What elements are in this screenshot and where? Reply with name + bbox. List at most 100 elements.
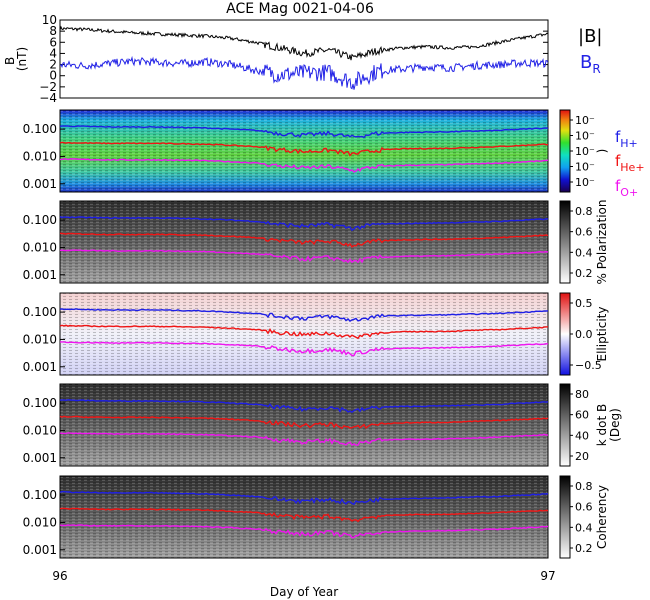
legend-f-o: fO+ <box>615 177 638 199</box>
y-tick-label: 0.100 <box>23 396 57 410</box>
mag-y-tick-label: 6 <box>49 35 57 49</box>
x-tick-96: 96 <box>52 569 67 583</box>
y-tick-label: 0.100 <box>23 213 57 227</box>
colorbar-tick-label: 10⁻ <box>575 176 595 189</box>
y-tick-label: 0.001 <box>23 360 57 374</box>
mag-ylabel-line1: B <box>3 57 17 65</box>
colorbar-tick-label: −0.5 <box>575 359 602 372</box>
gyro-line-f_o <box>59 524 549 539</box>
mag-y-tick-label: −4 <box>39 91 57 105</box>
panel-ellipticity-frame <box>59 292 549 376</box>
mag-y-tick-label: 0 <box>49 69 57 83</box>
mag-ylabel-line2: (nT) <box>15 47 29 71</box>
colorbar-tick-label: 0.0 <box>575 328 593 341</box>
gyro-line-f_h <box>59 216 549 232</box>
panel-power: 0.100 0.010 0.001 10⁻ 10⁻ 10⁻ 10⁻ 10⁻) <box>23 109 609 193</box>
colorbar-tick-label: 0.5 <box>575 297 593 310</box>
gyro-line-f_o <box>59 249 549 264</box>
panel-polarization: 0.100 0.010 0.001 0.8 0.6 0.4 0.2% Polarizatio… <box>23 200 609 285</box>
panel-coherency-texture <box>60 476 548 558</box>
gyro-line-f_o <box>60 158 549 173</box>
legend-b-r: BR <box>580 52 601 76</box>
x-axis-label: Day of Year <box>270 585 338 599</box>
colorbar-tick-label: 0.6 <box>575 501 593 514</box>
panel-power-texture <box>60 110 548 192</box>
colorbar-tick-label: 10⁻ <box>575 114 595 127</box>
panel-coherency-frame <box>59 475 549 559</box>
gyro-line-f_he <box>59 324 549 340</box>
colorbar-label: Ellipticity <box>595 307 609 362</box>
gyro-line-f_o <box>60 341 549 357</box>
colorbar-tick-label: 10⁻ <box>575 145 595 158</box>
y-tick-label: 0.010 <box>23 332 57 346</box>
mag-y-tick-label: 10 <box>42 13 57 27</box>
colorbar-tick-label: 60 <box>575 409 589 422</box>
x-tick-97: 97 <box>540 569 555 583</box>
colorbar-power <box>559 109 571 193</box>
y-tick-label: 0.010 <box>23 149 57 163</box>
mag-y-tick-label: −2 <box>39 80 57 94</box>
y-tick-label: 0.010 <box>23 515 57 529</box>
panel-k-dot-b: 0.100 0.010 0.001 80 60 40 20 k dot B (Deg) <box>23 383 622 467</box>
colorbar-tick-label: 0.4 <box>575 246 593 259</box>
gyro-line-f_h <box>60 399 549 414</box>
colorbar-label: % Polarization <box>595 200 609 285</box>
panel-k-dot-b-frame <box>59 383 549 467</box>
gyro-legend: fH+ fHe+ fO+ <box>615 128 645 199</box>
colorbar-label-units: (Deg) <box>608 408 622 442</box>
colorbar-k-dot-b <box>559 383 571 467</box>
gyro-line-f_h <box>59 125 549 139</box>
mag-y-tick-label: 2 <box>49 58 57 72</box>
y-tick-label: 0.001 <box>23 177 57 191</box>
gyro-line-f_he <box>59 507 549 523</box>
y-tick-label: 0.100 <box>23 305 57 319</box>
gyro-line-f_he <box>59 415 549 430</box>
series-b-r-line <box>60 55 548 90</box>
colorbar-tick-label: 0.8 <box>575 205 593 218</box>
y-tick-label: 0.001 <box>23 451 57 465</box>
colorbar-tick-label: 0.2 <box>575 267 593 280</box>
colorbar-tick-label: 0.4 <box>575 521 593 534</box>
legend-f-he: fHe+ <box>615 152 645 174</box>
y-tick-label: 0.001 <box>23 268 57 282</box>
colorbar-coherency <box>559 475 571 559</box>
spectrogram-panels: 0.100 0.010 0.001 10⁻ 10⁻ 10⁻ 10⁻ 10⁻) 0.100 0.01… <box>23 109 622 559</box>
colorbar-ellipticity <box>559 292 571 376</box>
colorbar-label: k dot B <box>595 404 609 446</box>
chart-title: ACE Mag 0021-04-06 <box>226 1 374 17</box>
y-tick-label: 0.100 <box>23 122 57 136</box>
y-tick-label: 0.001 <box>23 543 57 557</box>
colorbar-tick-label: 0.2 <box>575 542 593 555</box>
colorbar-tick-label: 20 <box>575 450 589 463</box>
panel-power-frame <box>59 109 549 193</box>
gyro-line-f_he <box>59 141 549 157</box>
mag-y-tick-label: 4 <box>49 46 57 60</box>
legend-b-total: |B| <box>578 26 602 47</box>
colorbar-tick-label: 10⁻ <box>575 161 595 174</box>
series-b-total-line <box>60 25 548 61</box>
gyro-line-f_h <box>59 308 549 322</box>
gyro-line-f_h <box>59 490 549 506</box>
y-tick-label: 0.010 <box>23 423 57 437</box>
gyro-line-f_o <box>59 432 549 446</box>
y-tick-label: 0.100 <box>23 488 57 502</box>
gyro-line-f_he <box>59 232 549 248</box>
y-tick-label: 0.010 <box>23 240 57 254</box>
colorbar-tick-label: 0.6 <box>575 226 593 239</box>
mag-y-tick-label: 8 <box>49 24 57 38</box>
colorbar-tick-label: 10⁻ <box>575 130 595 143</box>
panel-polarization-frame <box>59 200 549 284</box>
panel-coherency: 0.100 0.010 0.001 0.8 0.6 0.4 0.2 Coherency <box>23 475 609 559</box>
colorbar-tick-label: 0.8 <box>575 480 593 493</box>
mag-ylabel: B (nT) <box>3 47 29 71</box>
colorbar-label: Coherency <box>595 485 609 549</box>
mag-frame <box>59 19 549 99</box>
colorbar-tick-label: 40 <box>575 429 589 442</box>
colorbar-polarization <box>559 200 571 284</box>
colorbar-tick-label: 80 <box>575 388 589 401</box>
legend-f-h: fH+ <box>615 128 638 150</box>
colorbar-label: ) <box>595 149 609 154</box>
